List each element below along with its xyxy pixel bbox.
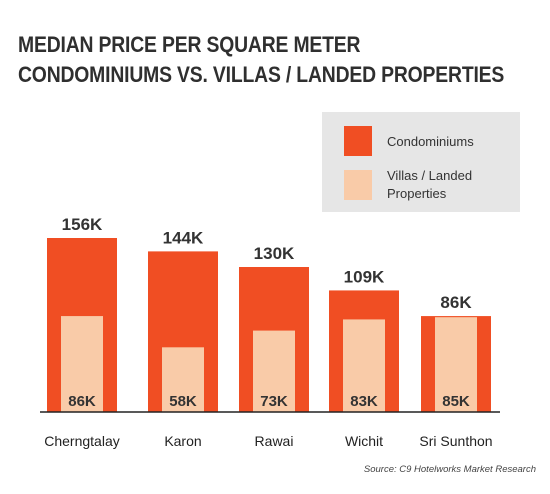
x-tick-label-rawai: Rawai bbox=[255, 433, 294, 449]
bar-villas-rawai bbox=[253, 330, 295, 412]
x-tick-label-karon: Karon bbox=[164, 433, 201, 449]
chart-title-line-1: MEDIAN PRICE PER SQUARE METER bbox=[18, 32, 361, 57]
legend-swatch-villas bbox=[344, 170, 372, 200]
data-label-condominiums-wichit: 109K bbox=[344, 267, 385, 286]
data-label-villas-wichit: 83K bbox=[350, 393, 378, 410]
data-label-condominiums-sri-sunthon: 86K bbox=[440, 293, 472, 312]
data-label-villas-rawai: 73K bbox=[260, 393, 288, 410]
legend-swatch-condominiums bbox=[344, 126, 372, 156]
data-label-villas-karon: 58K bbox=[169, 393, 197, 410]
x-tick-label-wichit: Wichit bbox=[345, 433, 383, 449]
legend: Condominiums Villas / Landed Properties bbox=[322, 112, 520, 212]
bar-villas-karon bbox=[162, 347, 204, 412]
legend-label-condominiums: Condominiums bbox=[387, 134, 474, 149]
data-label-villas-sri-sunthon: 85K bbox=[442, 393, 470, 410]
bar-villas-sri-sunthon bbox=[435, 317, 477, 412]
legend-item-condominiums: Condominiums bbox=[344, 126, 497, 156]
chart-title-line-2: CONDOMINIUMS VS. VILLAS / LANDED PROPERT… bbox=[18, 62, 505, 87]
legend-item-villas: Villas / Landed Properties bbox=[344, 168, 497, 201]
data-label-condominiums-karon: 144K bbox=[163, 228, 204, 247]
source-note: Source: C9 Hotelworks Market Research bbox=[363, 464, 536, 475]
bar-villas-cherngtalay bbox=[61, 316, 103, 412]
data-label-condominiums-cherngtalay: 156K bbox=[62, 215, 103, 234]
data-label-villas-cherngtalay: 86K bbox=[68, 393, 96, 410]
bar-villas-wichit bbox=[343, 319, 385, 412]
chart-title: MEDIAN PRICE PER SQUARE METER CONDOMINIU… bbox=[18, 30, 505, 90]
x-tick-label-sri-sunthon: Sri Sunthon bbox=[419, 433, 492, 449]
legend-label-villas: Villas / Landed Properties bbox=[387, 168, 473, 201]
data-label-condominiums-rawai: 130K bbox=[254, 244, 295, 263]
x-tick-label-cherngtalay: Cherngtalay bbox=[44, 433, 120, 449]
